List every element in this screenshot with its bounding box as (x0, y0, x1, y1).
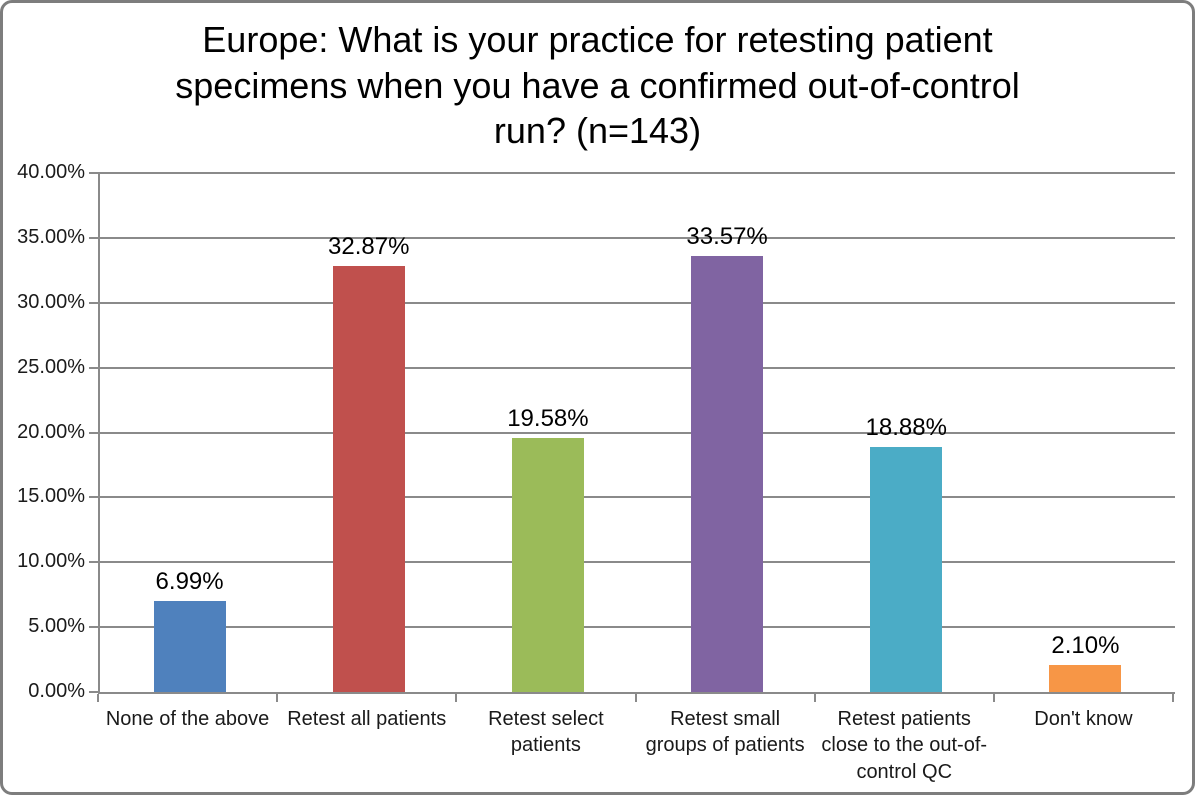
x-axis-category-label: Retest all patients (287, 708, 447, 730)
bar-value-label: 33.57% (686, 223, 768, 251)
y-axis-tick-label: 25.00% (17, 355, 85, 378)
gridline (100, 431, 1175, 434)
gridline (100, 561, 1175, 564)
gridline (100, 236, 1175, 239)
gridline (100, 366, 1175, 369)
y-axis-tick (89, 496, 100, 499)
y-axis-tick (89, 561, 100, 564)
y-axis-tick (89, 431, 100, 434)
x-axis-tick (992, 694, 995, 702)
gridline (100, 172, 1175, 174)
bar-1 (153, 601, 226, 692)
x-axis-tick (1172, 694, 1174, 702)
y-axis-tick-label: 20.00% (17, 420, 85, 443)
y-axis-tick (89, 236, 100, 239)
x-axis-tick (455, 694, 458, 702)
bar-4 (691, 256, 764, 692)
y-axis-tick (89, 691, 100, 693)
y-axis-tick (89, 172, 100, 174)
y-axis-tick (89, 301, 100, 304)
y-axis-tick-label: 5.00% (28, 615, 85, 638)
bar-2 (332, 265, 405, 692)
y-axis-tick (89, 626, 100, 629)
gridline (100, 626, 1175, 629)
y-axis-tick-label: 30.00% (17, 290, 85, 313)
bar-value-label: 32.87% (328, 232, 410, 260)
x-axis-category-label: Retest select patients (488, 708, 604, 757)
bar-value-label: 6.99% (155, 568, 224, 596)
x-axis-category-label: None of the above (105, 708, 270, 730)
x-axis-category-label: Retest small groups of patients (645, 708, 805, 757)
x-axis-category-label: Don't know (1034, 708, 1133, 730)
y-axis-tick-label: 15.00% (17, 485, 85, 508)
gridline (100, 496, 1175, 499)
y-axis-tick (89, 366, 100, 369)
bar-value-label: 18.88% (865, 414, 947, 442)
x-axis-tick (813, 694, 816, 702)
x-axis-tick (97, 694, 99, 702)
y-axis-tick-label: 35.00% (17, 225, 85, 248)
bar-6 (1049, 664, 1122, 692)
x-axis-category-label: Retest patients close to the out-of-cont… (821, 708, 988, 783)
gridline (100, 301, 1175, 304)
x-axis-tick (276, 694, 279, 702)
chart-title: Europe: What is your practice for retest… (175, 19, 1020, 152)
bar-5 (870, 447, 943, 692)
plot-area: 6.99% 32.87% 19.58% 33.57% 18.88% 2.10% (89, 172, 1175, 694)
y-axis-tick-label: 0.00% (28, 680, 85, 702)
bar-value-label: 2.10% (1051, 631, 1120, 659)
x-axis-tick (634, 694, 637, 702)
y-axis-tick-label: 40.00% (17, 161, 85, 183)
y-axis-tick-label: 10.00% (17, 550, 85, 573)
bar-value-label: 19.58% (507, 404, 589, 432)
bar-3 (511, 437, 584, 692)
